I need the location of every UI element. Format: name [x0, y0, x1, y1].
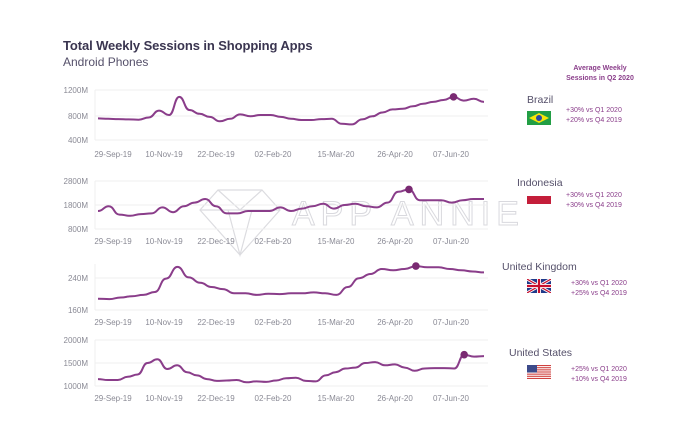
sessions-line [97, 95, 485, 126]
line-chart-indonesia: 800M 1800M 2800M 29-Sep-19 10-Nov-19 22-Dec-1… [64, 177, 488, 246]
country-label-indonesia: Indonesia [517, 177, 563, 189]
x-tick-label: 02-Feb-20 [255, 237, 292, 246]
average-sessions-header: Average Weekly Sessions in Q2 2020 [566, 65, 634, 82]
brazil-stat-q4: +20% vs Q4 2019 [566, 117, 622, 124]
x-tick-label: 02-Feb-20 [255, 318, 292, 327]
x-tick-label: 26-Apr-20 [377, 237, 413, 246]
chart-title: Total Weekly Sessions in Shopping Apps [63, 38, 313, 53]
x-tick-label: 26-Apr-20 [377, 150, 413, 159]
x-tick-label: 26-Apr-20 [377, 394, 413, 403]
x-tick-label: 15-Mar-20 [318, 237, 355, 246]
x-tick-label: 29-Sep-19 [94, 237, 132, 246]
q2-peak-marker [405, 185, 413, 194]
y-tick-label: 1000M [64, 382, 89, 391]
x-tick-label: 29-Sep-19 [94, 150, 132, 159]
indonesia-stat-q1: +30% vs Q1 2020 [566, 192, 622, 199]
uk-flag-icon [527, 279, 551, 293]
x-tick-label: 22-Dec-19 [197, 237, 235, 246]
line-chart-united-states: 1000M 1500M 2000M 29-Sep-19 10-Nov-19 22-Dec-… [64, 336, 488, 403]
y-tick-label: 800M [68, 112, 88, 121]
x-tick-label: 15-Mar-20 [318, 394, 355, 403]
q2-peak-marker [460, 350, 469, 359]
x-tick-label: 10-Nov-19 [145, 237, 183, 246]
y-tick-label: 1800M [64, 201, 89, 210]
x-tick-label: 22-Dec-19 [197, 318, 235, 327]
sessions-line [97, 353, 485, 384]
x-tick-label: 10-Nov-19 [145, 150, 183, 159]
us-stat-q1: +25% vs Q1 2020 [571, 366, 627, 373]
x-tick-label: 07-Jun-20 [433, 150, 470, 159]
y-tick-label: 800M [68, 225, 88, 234]
q2-peak-marker [412, 262, 420, 270]
x-tick-label: 26-Apr-20 [377, 318, 413, 327]
y-tick-label: 2000M [64, 336, 89, 345]
uk-stat-q4: +25% vs Q4 2019 [571, 290, 627, 297]
y-tick-label: 400M [68, 136, 88, 145]
x-tick-label: 29-Sep-19 [94, 318, 132, 327]
country-label-united-states: United States [509, 347, 573, 359]
x-tick-label: 29-Sep-19 [94, 394, 132, 403]
x-tick-label: 07-Jun-20 [433, 318, 470, 327]
x-tick-label: 15-Mar-20 [318, 318, 355, 327]
app-annie-watermark: APP ANNIE [199, 189, 525, 258]
line-chart-united-kingdom: 160M 240M 29-Sep-19 10-Nov-19 22-Dec-19 02-Fe… [68, 262, 488, 327]
x-tick-label: 07-Jun-20 [433, 394, 470, 403]
watermark-text: APP ANNIE [292, 195, 525, 233]
x-tick-label: 02-Feb-20 [255, 150, 292, 159]
x-tick-label: 10-Nov-19 [145, 394, 183, 403]
brazil-stat-q1: +30% vs Q1 2020 [566, 107, 622, 114]
chart-subtitle: Android Phones [63, 55, 149, 69]
uk-stat-q1: +30% vs Q1 2020 [571, 280, 627, 287]
x-tick-label: 15-Mar-20 [318, 150, 355, 159]
x-tick-label: 10-Nov-19 [145, 318, 183, 327]
country-label-brazil: Brazil [527, 94, 554, 106]
x-tick-label: 02-Feb-20 [255, 394, 292, 403]
us-flag-icon [527, 365, 551, 379]
country-label-united-kingdom: United Kingdom [502, 261, 577, 273]
x-tick-label: 07-Jun-20 [433, 237, 470, 246]
q2-peak-marker [449, 93, 458, 101]
x-tick-label: 22-Dec-19 [197, 150, 235, 159]
indonesia-flag-icon [527, 196, 551, 204]
us-stat-q4: +10% vs Q4 2019 [571, 376, 627, 383]
sessions-line [97, 265, 485, 301]
y-tick-label: 1200M [64, 86, 89, 95]
y-tick-label: 240M [68, 274, 88, 283]
y-tick-label: 2800M [64, 177, 89, 186]
line-chart-brazil: 400M 800M 1200M 29-Sep-19 10-Nov-19 22-Dec-19… [64, 86, 488, 159]
y-tick-label: 160M [68, 306, 88, 315]
brazil-flag-icon [527, 111, 551, 125]
x-tick-label: 22-Dec-19 [197, 394, 235, 403]
y-tick-label: 1500M [64, 359, 89, 368]
sessions-line [97, 188, 484, 217]
indonesia-stat-q4: +30% vs Q4 2019 [566, 202, 622, 209]
